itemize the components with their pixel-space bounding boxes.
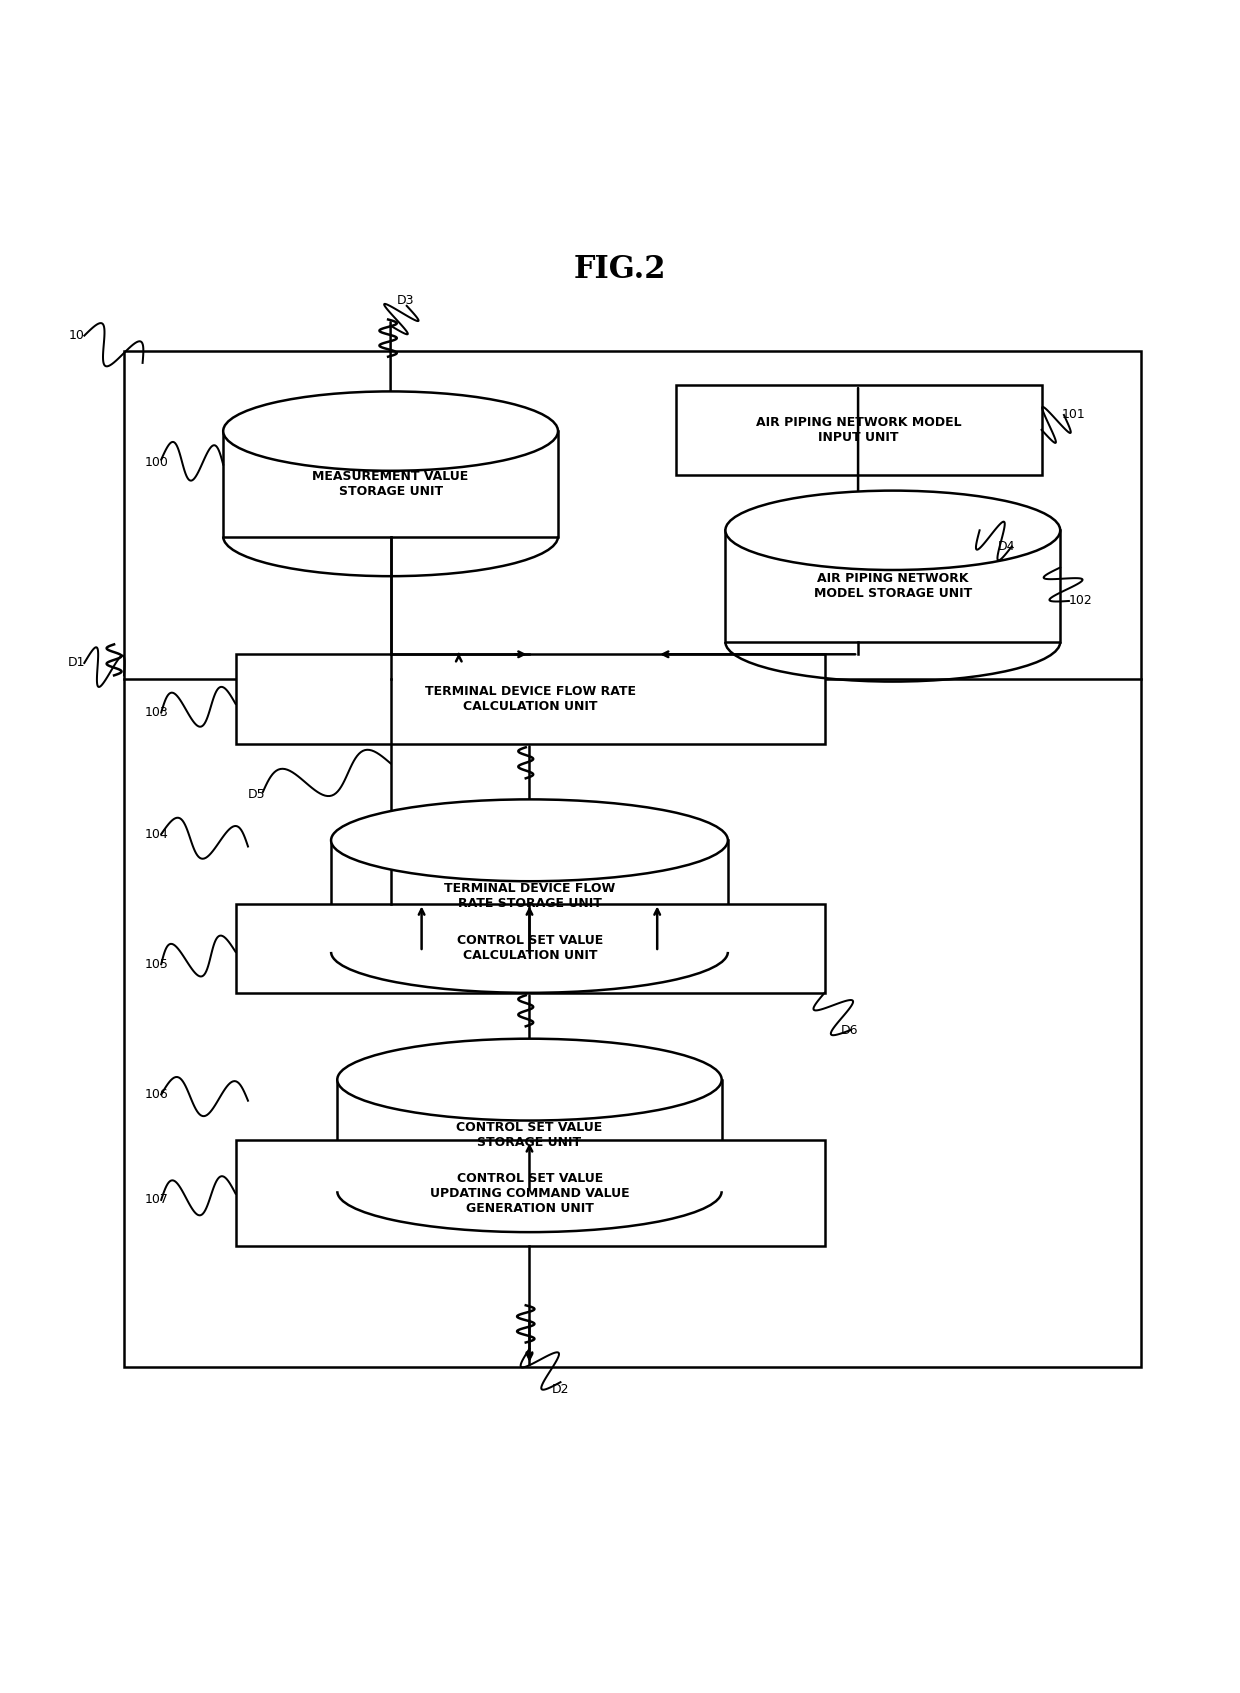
Text: 105: 105 [145, 958, 169, 970]
Text: D5: D5 [248, 787, 265, 801]
Text: D3: D3 [397, 295, 414, 308]
Text: 100: 100 [145, 455, 169, 469]
Ellipse shape [223, 391, 558, 471]
Text: FIG.2: FIG.2 [574, 254, 666, 286]
Text: D2: D2 [552, 1383, 569, 1397]
Bar [236, 904, 825, 992]
Text: 107: 107 [145, 1194, 169, 1207]
Bar [676, 386, 1042, 474]
Text: 104: 104 [145, 828, 169, 841]
Text: 10: 10 [68, 328, 84, 342]
Text: CONTROL SET VALUE
CALCULATION UNIT: CONTROL SET VALUE CALCULATION UNIT [458, 935, 603, 962]
Text: D1: D1 [68, 657, 86, 669]
Text: 106: 106 [145, 1089, 169, 1100]
Text: 101: 101 [1061, 408, 1085, 422]
Text: TERMINAL DEVICE FLOW
RATE STORAGE UNIT: TERMINAL DEVICE FLOW RATE STORAGE UNIT [444, 882, 615, 911]
Bar [236, 653, 825, 743]
Text: D6: D6 [841, 1024, 858, 1036]
Ellipse shape [331, 799, 728, 882]
Ellipse shape [337, 1040, 722, 1121]
Bar [124, 350, 1141, 1368]
Ellipse shape [725, 491, 1060, 571]
Text: TERMINAL DEVICE FLOW RATE
CALCULATION UNIT: TERMINAL DEVICE FLOW RATE CALCULATION UN… [424, 686, 636, 713]
Text: 103: 103 [145, 706, 169, 720]
Text: AIR PIPING NETWORK
MODEL STORAGE UNIT: AIR PIPING NETWORK MODEL STORAGE UNIT [813, 572, 972, 599]
Text: MEASUREMENT VALUE
STORAGE UNIT: MEASUREMENT VALUE STORAGE UNIT [312, 469, 469, 498]
Text: CONTROL SET VALUE
STORAGE UNIT: CONTROL SET VALUE STORAGE UNIT [456, 1121, 603, 1150]
Bar [337, 1080, 722, 1192]
Text: 102: 102 [1069, 594, 1092, 608]
Text: CONTROL SET VALUE
UPDATING COMMAND VALUE
GENERATION UNIT: CONTROL SET VALUE UPDATING COMMAND VALUE… [430, 1172, 630, 1214]
Bar [223, 432, 558, 537]
Bar [725, 530, 1060, 642]
Text: AIR PIPING NETWORK MODEL
INPUT UNIT: AIR PIPING NETWORK MODEL INPUT UNIT [756, 416, 961, 444]
Bar [331, 840, 728, 951]
Text: D4: D4 [998, 540, 1016, 554]
Bar [236, 1141, 825, 1246]
